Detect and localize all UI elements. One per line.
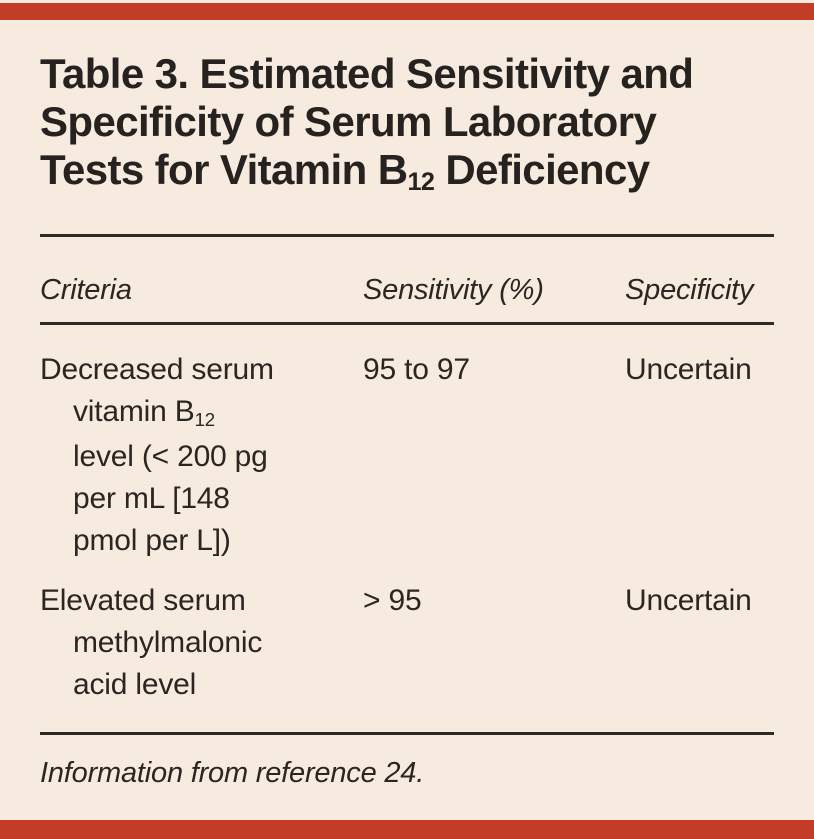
table-title: Table 3. Estimated Sensitivity and Speci…	[40, 50, 774, 200]
table-row-decreased-serum-b12: Decreased serum vitamin B12 level (< 200…	[40, 349, 774, 562]
column-header-sensitivity: Sensitivity (%)	[363, 274, 544, 306]
criteria-text-line: methylmalonic	[73, 626, 263, 659]
criteria-text-line: Decreased serum	[40, 353, 274, 386]
criteria-text: vitamin B	[73, 395, 195, 428]
criteria-text-line: vitamin B12	[40, 391, 363, 436]
vitamin-b12-subscript: 12	[407, 168, 435, 197]
table-title-line-3-text: Tests for Vitamin B	[40, 146, 408, 193]
rule-above-footnote	[40, 732, 774, 735]
sensitivity-value: > 95	[363, 584, 422, 617]
criteria-text-line: level (< 200 pg	[73, 440, 268, 473]
table-title-line-2: Specificity of Serum Laboratory	[40, 98, 657, 145]
table-title-line-1: Table 3. Estimated Sensitivity and	[40, 50, 694, 97]
criteria-cell: Decreased serum vitamin B12 level (< 200…	[40, 349, 363, 562]
table-header-row: Criteria Sensitivity (%) Specificity	[40, 273, 774, 307]
rule-above-header	[40, 234, 774, 237]
table-content: Table 3. Estimated Sensitivity and Speci…	[40, 0, 774, 791]
column-header-criteria: Criteria	[40, 274, 132, 306]
criteria-cell: Elevated serum methylmalonic acid level	[40, 580, 363, 706]
specificity-value: Uncertain	[625, 584, 752, 617]
table-footnote: Information from reference 24.	[40, 757, 425, 789]
rule-below-header	[40, 322, 774, 325]
top-accent-bar	[0, 3, 814, 20]
vitamin-b12-subscript: 12	[194, 408, 215, 430]
criteria-text-line: per mL [148	[73, 482, 230, 515]
criteria-text-line: pmol per L])	[73, 524, 231, 557]
table-row-elevated-methylmalonic-acid: Elevated serum methylmalonic acid level …	[40, 580, 774, 706]
criteria-text-line: acid level	[73, 668, 197, 701]
bottom-accent-bar	[0, 820, 814, 839]
criteria-text-line: Elevated serum	[40, 584, 246, 617]
column-header-specificity: Specificity	[625, 274, 754, 306]
table-title-line-3: Tests for Vitamin B12 Deficiency	[40, 146, 774, 200]
table-title-line-3-suffix: Deficiency	[434, 146, 650, 193]
specificity-value: Uncertain	[625, 353, 752, 386]
sensitivity-value: 95 to 97	[363, 353, 470, 386]
